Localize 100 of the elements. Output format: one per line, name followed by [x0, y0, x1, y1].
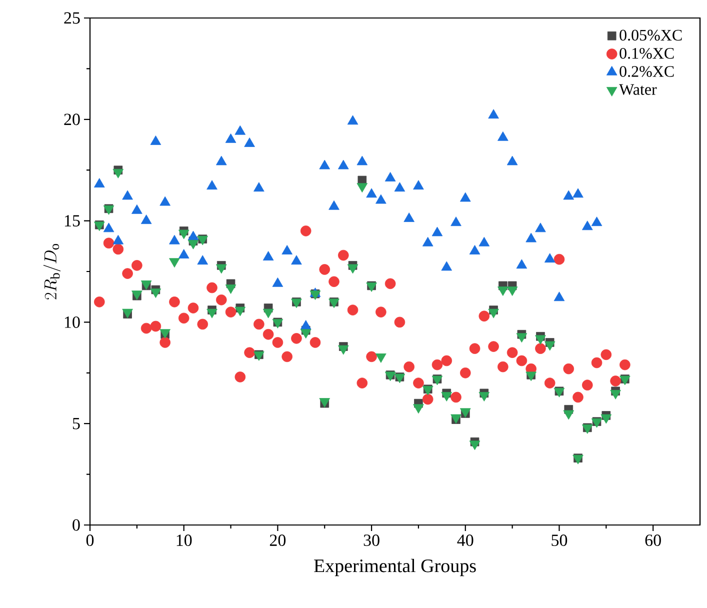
y-tick-label: 25 — [64, 12, 80, 24]
point — [498, 131, 508, 141]
point — [600, 349, 612, 360]
x-tick-label: 40 — [457, 534, 474, 546]
point — [94, 178, 105, 188]
point — [338, 250, 349, 261]
point — [478, 392, 490, 402]
point — [563, 363, 574, 374]
point — [600, 414, 612, 424]
point — [338, 160, 349, 170]
point — [450, 216, 462, 226]
point — [206, 180, 218, 190]
point — [216, 294, 227, 306]
legend-label: Water — [619, 84, 657, 95]
point — [291, 333, 302, 344]
point — [272, 337, 284, 348]
point — [498, 361, 508, 372]
point — [225, 306, 236, 318]
y-tick-label: 10 — [64, 316, 80, 328]
point — [376, 353, 386, 363]
point — [441, 261, 452, 271]
point — [384, 172, 396, 182]
point — [413, 404, 424, 414]
point — [413, 378, 424, 388]
point — [150, 320, 162, 332]
point — [272, 277, 284, 287]
point — [244, 347, 255, 358]
point — [450, 392, 462, 403]
point — [582, 380, 593, 390]
point — [206, 282, 218, 294]
point — [140, 214, 152, 224]
x-tick-label: 20 — [270, 534, 286, 546]
x-tick-label: 0 — [86, 534, 94, 546]
point — [254, 182, 264, 192]
point — [216, 156, 227, 166]
y-tick-label: 5 — [72, 418, 80, 430]
point — [544, 378, 556, 388]
point — [178, 249, 190, 258]
point — [150, 136, 162, 145]
point — [394, 182, 406, 192]
x-tick-label: 10 — [176, 534, 192, 546]
point — [338, 345, 349, 355]
point — [554, 292, 565, 302]
point — [563, 410, 574, 420]
point — [160, 196, 170, 206]
point — [478, 236, 490, 246]
point — [169, 234, 180, 244]
point — [516, 355, 528, 366]
point — [319, 264, 330, 275]
point — [469, 343, 480, 354]
point — [122, 268, 133, 279]
point — [188, 230, 199, 240]
point — [460, 192, 471, 202]
point — [356, 378, 368, 388]
point — [506, 347, 518, 358]
point — [432, 226, 443, 236]
point — [610, 376, 621, 386]
point — [94, 296, 105, 308]
point — [582, 220, 593, 230]
point — [376, 306, 386, 318]
point — [112, 244, 124, 255]
point — [544, 253, 556, 263]
point — [300, 226, 312, 236]
legend-label: 0.05%XC — [620, 30, 682, 41]
point — [478, 310, 490, 322]
point — [319, 160, 330, 170]
point — [234, 125, 246, 135]
point — [132, 260, 142, 271]
point — [422, 236, 434, 246]
point — [254, 318, 264, 330]
point — [488, 341, 499, 352]
point — [469, 245, 480, 254]
point — [234, 372, 246, 382]
point — [516, 259, 528, 269]
point — [506, 156, 518, 166]
y-tick-label: 20 — [64, 114, 80, 126]
point — [620, 359, 630, 370]
x-axis-title: Experimental Groups — [314, 558, 476, 576]
point — [262, 328, 274, 340]
point — [310, 337, 321, 348]
point — [282, 245, 292, 254]
x-tick-label: 50 — [552, 534, 568, 546]
point — [225, 133, 236, 143]
point — [169, 296, 180, 308]
point — [413, 180, 424, 190]
point — [178, 312, 190, 324]
point — [328, 200, 340, 210]
point — [366, 351, 377, 362]
point — [103, 222, 114, 232]
point — [197, 318, 208, 330]
point — [282, 351, 292, 362]
y-tick-label: 0 — [72, 519, 80, 531]
point — [488, 109, 499, 119]
point — [160, 337, 170, 348]
point — [394, 316, 406, 328]
point — [404, 361, 414, 372]
legend-label: 0.2%XC — [620, 66, 674, 77]
point — [291, 255, 302, 265]
point — [244, 138, 255, 147]
point — [572, 188, 584, 198]
